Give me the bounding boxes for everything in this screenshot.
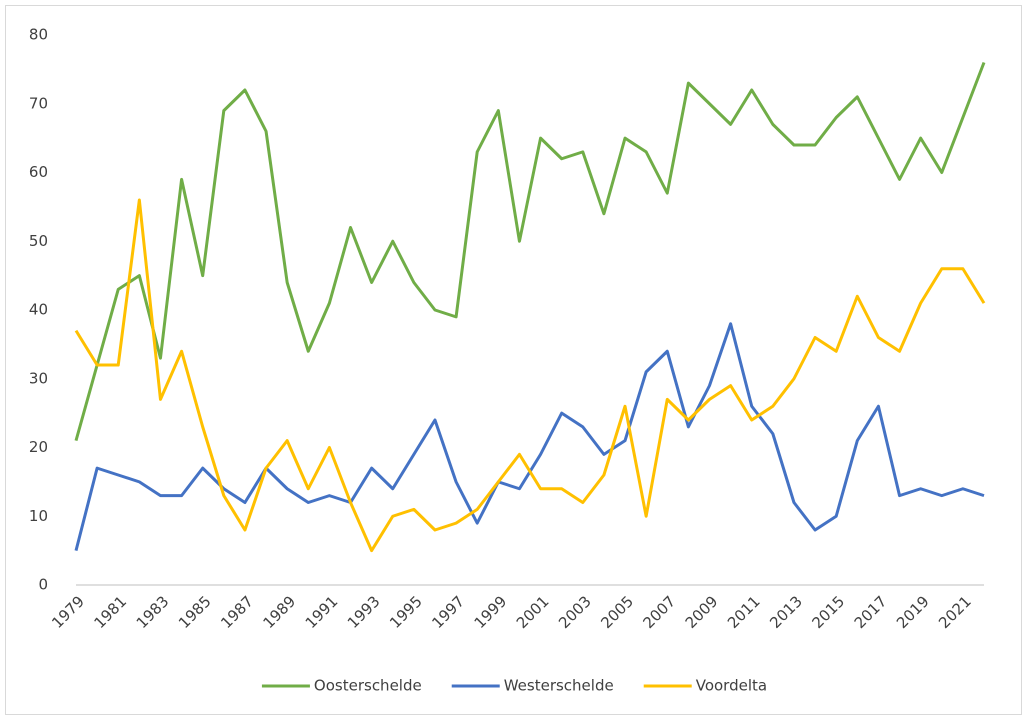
y-tick-label: 30	[29, 369, 48, 387]
chart-border	[5, 5, 1022, 715]
legend-label: Westerschelde	[504, 677, 614, 695]
y-tick-label: 20	[29, 438, 48, 456]
y-tick-label: 60	[29, 163, 48, 181]
y-tick-label: 50	[29, 232, 48, 250]
y-tick-label: 70	[29, 94, 48, 112]
y-tick-label: 80	[29, 26, 48, 44]
y-tick-label: 0	[38, 576, 48, 594]
legend-label: Voordelta	[696, 677, 767, 695]
y-tick-label: 10	[29, 507, 48, 525]
legend-label: Oosterschelde	[314, 677, 422, 695]
series-line	[74, 198, 986, 553]
y-tick-label: 40	[29, 301, 48, 319]
series-line	[74, 61, 986, 442]
